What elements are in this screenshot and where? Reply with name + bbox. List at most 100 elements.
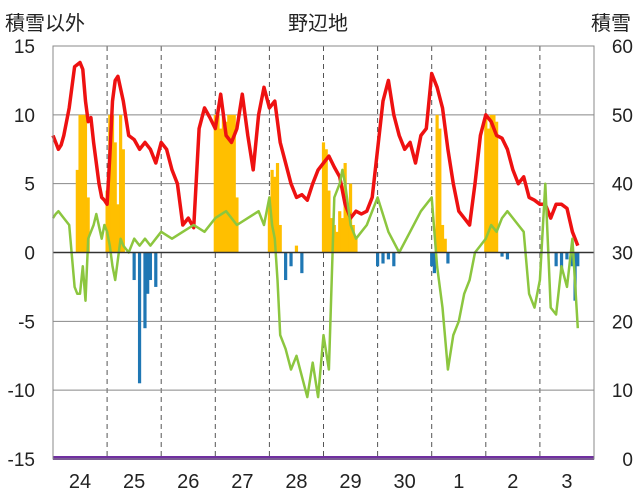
precip-bar [132,252,136,281]
precip-bar [500,252,504,257]
precip-bar [565,252,569,260]
x-tick-label: 27 [231,471,253,493]
x-tick-label: 1 [453,471,464,493]
right-tick-label: 20 [612,312,633,333]
precip-bar [330,218,334,253]
precip-bar [105,190,109,253]
precip-bar [351,224,355,253]
x-tick-label: 30 [394,471,416,493]
precip-bar [346,211,350,253]
precip-bar [81,114,85,253]
left-tick-label: 0 [24,244,35,265]
precip-bar [221,114,226,253]
precip-bar [121,149,125,253]
x-tick-label: 3 [561,471,572,493]
precip-bar [435,114,439,253]
precip-bar [148,252,152,281]
precip-bar [273,176,277,253]
precip-bar [484,114,488,253]
precip-bars [75,114,580,384]
x-tick-label: 25 [123,471,145,493]
precip-bar [143,252,147,329]
x-tick-label: 2 [507,471,518,493]
precip-bar [559,252,564,274]
precip-bar [554,252,558,267]
right-tick-label: 30 [612,244,633,265]
precip-bar [289,252,293,267]
left-tick-label: 10 [14,106,35,127]
precip-bar [224,121,228,253]
plot-frame [52,45,595,460]
precip-bar [386,252,391,260]
left-axis-title: 積雪以外 [5,12,85,35]
chart-title: 野辺地 [288,12,348,35]
series-lines [51,60,594,460]
precip-bar [78,114,82,253]
left-tick-label: -5 [18,312,35,333]
right-tick-label: 0 [622,450,633,471]
precip-bar [335,231,339,253]
precip-bar [284,252,288,281]
precip-bar [354,238,358,253]
precip-bar [86,197,90,253]
precip-bar [340,218,345,253]
precip-bar [570,252,574,267]
precip-bar [116,204,120,253]
precip-bar [495,121,499,253]
precip-bar [338,211,342,253]
precip-bar [438,128,442,253]
precip-bar [489,114,493,253]
precip-bar [443,238,447,253]
precip-bar [321,142,326,253]
precip-bar [446,252,450,264]
right-tick-label: 10 [612,381,633,402]
precip-bar [113,142,117,253]
precip-bar [219,128,223,253]
x-tick-label: 26 [177,471,199,493]
right-tick-label: 40 [612,175,633,196]
precip-bar [278,224,282,253]
precip-bar [110,114,115,253]
precip-bar [270,169,274,253]
precip-bar [75,169,79,253]
x-tick-label: 29 [339,471,361,493]
left-tick-label: -10 [8,381,35,402]
right-tick-label: 50 [612,106,633,127]
series-line-temperature [51,60,580,247]
right-tick-label: 60 [612,37,633,58]
series-line-dewpoint [51,168,580,399]
precip-bar [216,114,220,253]
precip-bar [381,252,385,264]
precip-bar [440,224,445,253]
precip-bar [275,163,280,253]
precip-bar [267,200,272,253]
precip-bar [432,252,437,274]
left-tick-label: -15 [8,450,35,471]
precip-bar [146,252,150,294]
precip-bar [119,114,123,253]
precip-bar [227,114,231,253]
precip-bar [232,114,236,253]
precip-bar [300,252,304,274]
left-tick-label: 5 [24,175,35,196]
precip-bar [324,149,328,253]
precip-bar [576,252,580,267]
precip-bar [486,128,491,253]
precip-bar [137,252,142,384]
precip-bar [332,224,336,253]
precip-bar [492,114,496,253]
precip-bar [327,190,331,253]
x-tick-label: 28 [285,471,307,493]
precip-bar [213,114,217,253]
right-axis-title: 積雪 [591,12,631,35]
x-tick-label: 24 [69,471,91,493]
precip-bar [430,252,434,267]
precip-bar [375,252,380,267]
precip-bar [229,114,234,253]
left-tick-label: 15 [14,37,35,58]
precip-bar [154,252,158,287]
precip-bar [294,245,299,253]
precip-bar [392,252,396,267]
